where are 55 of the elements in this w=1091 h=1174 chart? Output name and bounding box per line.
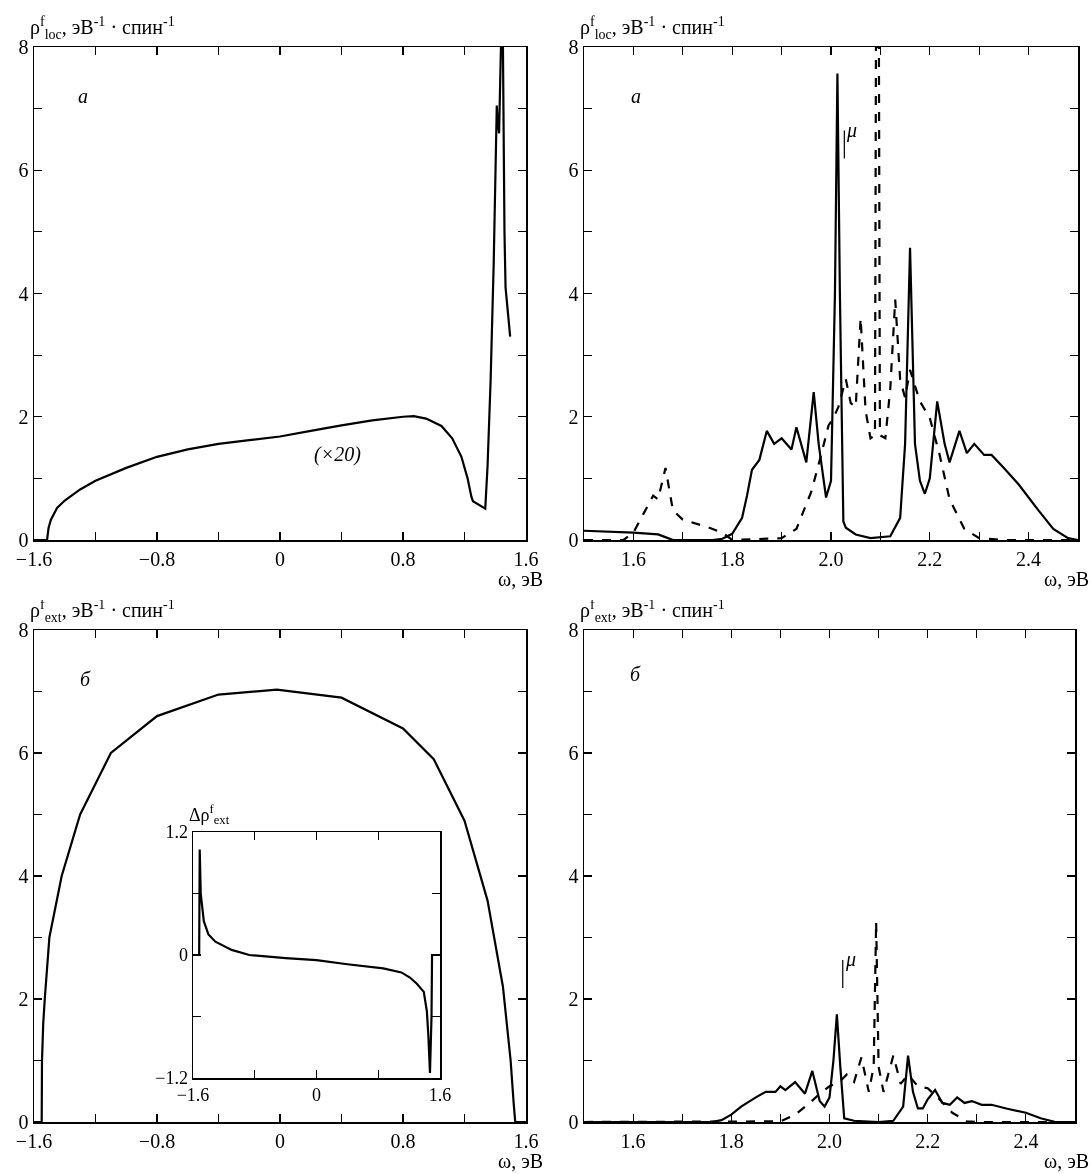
y-tick-label: 0 bbox=[568, 529, 579, 551]
y-tick-label: 4 bbox=[568, 282, 579, 305]
y-tick-label: 1.2 bbox=[165, 822, 188, 843]
y-axis-title: ρ$^{f}$$_{ext}$, эВ$^{-1}$ · спин$^{-1}$ bbox=[30, 597, 175, 625]
x-tick-label: 1.6 bbox=[513, 1129, 539, 1152]
x-tick-label: 1.8 bbox=[719, 547, 745, 570]
annotation: μ bbox=[846, 119, 858, 142]
x-axis-title: ω, эВ bbox=[498, 568, 544, 590]
y-tick-label: 2 bbox=[568, 988, 579, 1010]
x-tick-label: 1.6 bbox=[513, 547, 539, 570]
y-tick-label: 2 bbox=[568, 405, 579, 428]
x-tick-label: 1.6 bbox=[620, 1129, 646, 1152]
y-tick-label: 0 bbox=[568, 1111, 579, 1133]
x-tick-label: 1.6 bbox=[428, 1085, 452, 1106]
y-tick-label: 8 bbox=[18, 36, 29, 58]
x-tick-label: 2.4 bbox=[1016, 547, 1042, 570]
y-tick-label: 4 bbox=[568, 865, 579, 887]
x-tick-label: 0 bbox=[312, 1085, 321, 1106]
x-tick-label: 2.2 bbox=[915, 1129, 941, 1152]
y-tick-label: 8 bbox=[568, 619, 579, 641]
y-tick-label: 6 bbox=[18, 742, 29, 764]
x-tick-label: 0.8 bbox=[390, 547, 416, 570]
x-tick-label: −0.8 bbox=[138, 1129, 176, 1152]
y-tick-label: 2 bbox=[18, 405, 29, 428]
x-tick-label: 2.2 bbox=[917, 547, 943, 570]
x-tick-label: 1.6 bbox=[620, 547, 646, 570]
x-tick-label: 2.0 bbox=[817, 1129, 842, 1152]
x-tick-label: 0.8 bbox=[390, 1129, 416, 1152]
annotation: μ bbox=[845, 948, 857, 971]
x-axis-title: ω, эВ bbox=[498, 1150, 544, 1172]
annotation: (×20) bbox=[314, 443, 362, 466]
x-tick-label: 1.8 bbox=[718, 1129, 744, 1152]
y-tick-label: 4 bbox=[18, 282, 29, 305]
annotation: б bbox=[80, 668, 91, 690]
annotation: б bbox=[630, 663, 641, 685]
y-tick-label: 6 bbox=[568, 159, 579, 182]
x-tick-label: −0.8 bbox=[138, 547, 176, 570]
x-axis-title: ω, эВ bbox=[1044, 1150, 1090, 1172]
x-tick-label: 0 bbox=[275, 1129, 285, 1152]
x-tick-label: 2.4 bbox=[1013, 1129, 1039, 1152]
y-tick-label: 2 bbox=[18, 988, 29, 1010]
y-axis-title: ρ$^{f}$$_{loc}$, эВ$^{-1}$ · спин$^{-1}$ bbox=[580, 14, 725, 42]
y-axis-title: ρ$^{f}$$_{ext}$, эВ$^{-1}$ · спин$^{-1}$ bbox=[580, 597, 725, 625]
y-tick-label: 6 bbox=[568, 742, 579, 764]
annotation: а bbox=[78, 85, 88, 107]
y-tick-label: 8 bbox=[568, 36, 579, 58]
y-axis-title: ρ$^{f}$$_{loc}$, эВ$^{-1}$ · спин$^{-1}$ bbox=[30, 14, 175, 42]
x-axis-title: ω, эВ bbox=[1044, 568, 1090, 590]
annotation: а bbox=[631, 85, 641, 107]
y-tick-label: 6 bbox=[18, 159, 29, 182]
x-tick-label: 2.0 bbox=[818, 547, 844, 570]
x-tick-label: 0 bbox=[275, 547, 285, 570]
y-tick-label: 0 bbox=[178, 945, 188, 966]
y-tick-label: 8 bbox=[18, 619, 29, 641]
y-tick-label: 4 bbox=[18, 865, 29, 887]
